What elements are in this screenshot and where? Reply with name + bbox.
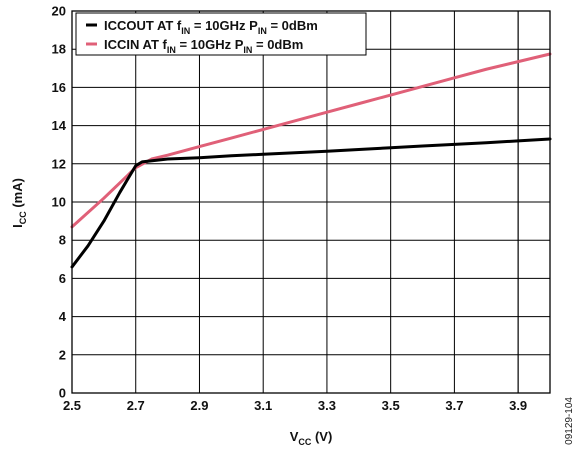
x-tick-label: 2.7 [127, 398, 145, 413]
y-tick-label: 2 [59, 347, 66, 362]
y-axis-title: ICC (mA) [10, 178, 28, 228]
x-tick-label: 2.9 [190, 398, 208, 413]
y-tick-label: 4 [59, 309, 67, 324]
x-axis-tick-labels: 2.5 2.7 2.9 3.1 3.3 3.5 3.7 3.9 [63, 398, 527, 413]
x-tick-label: 2.5 [63, 398, 81, 413]
y-tick-label: 18 [52, 42, 66, 57]
x-tick-label: 3.1 [254, 398, 272, 413]
x-tick-label: 3.9 [509, 398, 527, 413]
y-tick-label: 12 [52, 156, 66, 171]
y-tick-label: 8 [59, 233, 66, 248]
y-tick-label: 20 [52, 4, 66, 19]
y-tick-label: 14 [52, 118, 67, 133]
x-tick-label: 3.5 [382, 398, 400, 413]
figure-id: 09129-104 [564, 397, 575, 445]
y-tick-label: 6 [59, 271, 66, 286]
x-tick-label: 3.7 [445, 398, 463, 413]
legend: ICCOUT AT fIN = 10GHz PIN = 0dBm ICCIN A… [76, 13, 366, 55]
y-tick-label: 10 [52, 195, 66, 210]
y-tick-label: 16 [52, 80, 66, 95]
x-tick-label: 3.3 [318, 398, 336, 413]
x-axis-title: VCC (V) [290, 429, 333, 447]
